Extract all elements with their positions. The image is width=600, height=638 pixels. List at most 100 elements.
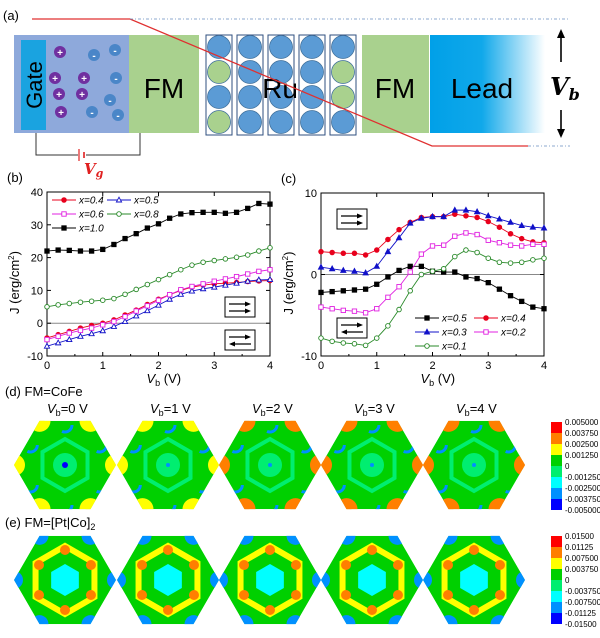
edge-spot: [290, 560, 301, 570]
data-point: [189, 283, 195, 290]
corner-core: [520, 460, 525, 470]
hexagon-ring: [143, 436, 193, 494]
y-label-sup: 2: [281, 255, 290, 260]
center-dot: [166, 463, 170, 467]
blue-arc: [159, 420, 177, 434]
panel-label: (c): [281, 171, 296, 186]
negative-ion: [110, 72, 122, 84]
minus-sign: -: [90, 108, 93, 119]
edge-spot: [34, 590, 45, 600]
data-point: [329, 338, 335, 345]
plus-sign: +: [56, 90, 62, 101]
corner-core: [14, 460, 19, 470]
arrow-box-frame: [224, 329, 256, 351]
data-point: [396, 284, 402, 290]
edge-spot: [443, 560, 454, 570]
colorbar-segment: [551, 422, 562, 433]
data-point: [133, 308, 139, 314]
data-point: [256, 248, 262, 254]
corner-core: [392, 504, 403, 510]
x-tick-label: 3: [211, 360, 217, 372]
corner-core: [418, 460, 423, 470]
data-point: [484, 212, 492, 219]
corner-core: [188, 504, 199, 510]
data-point: [99, 326, 107, 334]
edge-spot: [85, 590, 96, 600]
data-point: [44, 336, 50, 343]
data-point: [177, 290, 185, 297]
data-point: [211, 278, 217, 284]
data-point: [199, 285, 207, 292]
y-tick-label: 0: [311, 270, 317, 282]
data-point: [496, 259, 503, 266]
center-dot: [62, 462, 68, 468]
legend-label: x=0.2: [500, 328, 526, 339]
vb-sub: b: [159, 408, 164, 418]
vb-value: =2 V: [266, 401, 293, 416]
data-point: [88, 325, 95, 331]
data-point: [541, 241, 547, 247]
data-point: [189, 210, 195, 216]
plus-sign: +: [58, 108, 64, 119]
colorbar-label: -0.003750: [565, 495, 600, 504]
corner-spot: [388, 535, 407, 545]
edge-spot: [469, 605, 479, 615]
colorbar-segment: [551, 477, 562, 488]
ru-atom: [300, 110, 324, 134]
center-region: [51, 564, 79, 596]
blue-arc: [430, 436, 448, 454]
blue-arc: [261, 496, 279, 510]
data-point: [474, 275, 480, 282]
corner-spot: [184, 535, 203, 545]
blue-arc: [124, 476, 142, 494]
data-point: [55, 333, 61, 339]
legend-label: x=0.1: [441, 342, 467, 353]
corner-core: [117, 460, 122, 470]
vb-symbol: V: [456, 401, 466, 416]
map-content: [423, 420, 525, 510]
data-point: [200, 259, 206, 265]
parallel-alignment-icon: [336, 208, 368, 230]
corner-core: [219, 460, 224, 470]
data-point: [351, 308, 358, 314]
data-point: [178, 287, 184, 293]
panel-label: (b): [7, 170, 23, 185]
data-point: [318, 335, 324, 341]
x-tick-label: 2: [429, 360, 435, 372]
colorbar-label: -0.005000: [565, 506, 600, 515]
blue-arc: [261, 420, 279, 434]
map-content: [117, 535, 219, 625]
corner-spot: [490, 615, 509, 625]
data-point: [133, 286, 139, 293]
ru-column: [267, 34, 295, 136]
data-point: [166, 292, 173, 298]
data-point: [407, 269, 413, 275]
data-point: [77, 299, 84, 305]
y-tick-label: 20: [31, 253, 43, 265]
ru-atom: [207, 60, 231, 84]
data-point: [351, 250, 358, 257]
ru-label: Ru: [262, 73, 298, 104]
k-space-map: [117, 535, 219, 625]
data-point: [155, 297, 162, 303]
data-point: [418, 271, 425, 278]
edge-spot: [392, 560, 403, 570]
y-label-sup: 2: [7, 255, 16, 260]
corner-core: [85, 504, 96, 510]
data-point: [111, 241, 117, 248]
x-tick-label: 0: [318, 360, 324, 372]
corner-spot: [516, 571, 525, 589]
edge-spot: [443, 590, 454, 600]
data-point: [473, 208, 481, 215]
y-label-end: ): [281, 252, 296, 256]
legend-marker: [115, 196, 123, 203]
data-point: [122, 313, 128, 320]
data-point: [462, 206, 470, 213]
legend-entry: x=0.5: [415, 314, 467, 325]
data-point: [351, 287, 358, 293]
data-point: [385, 274, 391, 280]
colorbar-segment: [551, 455, 562, 466]
ru-atom: [300, 35, 324, 59]
data-point: [132, 312, 140, 319]
